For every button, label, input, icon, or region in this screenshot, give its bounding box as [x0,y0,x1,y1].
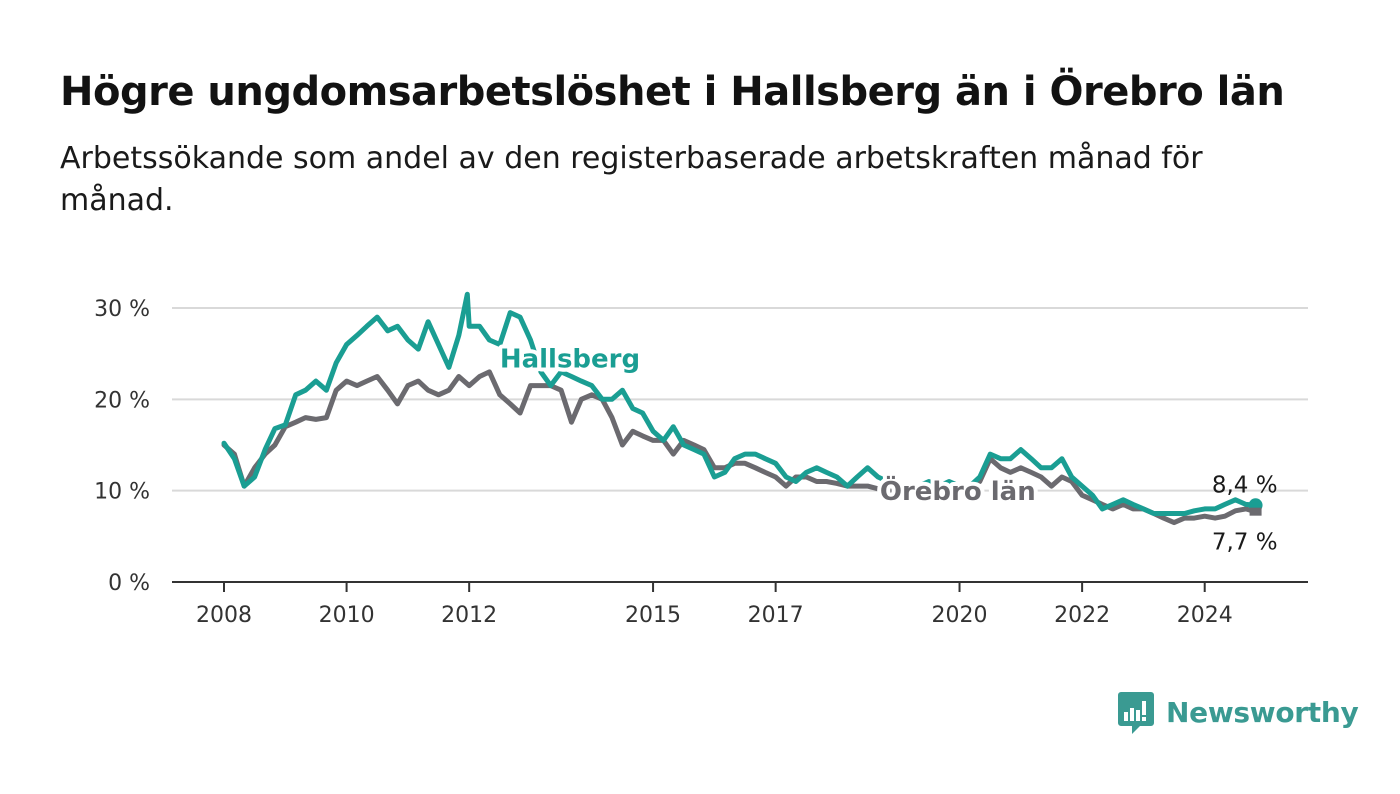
newsworthy-icon [1118,692,1154,734]
series-line-hallsberg [221,291,1259,516]
end-marker-orebro-lan [1249,507,1262,516]
x-tick-label: 2008 [196,603,252,628]
series-label-orebro-lan: Örebro län [880,474,1036,507]
x-tick-label: 2015 [625,603,681,628]
x-tick-label: 2020 [932,603,988,628]
x-tick-label: 2022 [1054,603,1110,628]
series-label-halo: Örebro län [880,474,1036,507]
end-value-label-orebro-lan: 7,7 % [1212,530,1278,556]
series-label-halo: Hallsberg [500,344,640,374]
y-tick-label: 10 % [94,480,150,505]
grid-layer [172,307,1308,492]
y-tick-label: 30 % [94,297,150,322]
y-tick-label: 20 % [94,388,150,413]
x-tick-label: 2010 [319,603,375,628]
newsworthy-logo: Newsworthy [1118,690,1359,734]
series-line-orebro-lan [221,369,1259,526]
x-tick-label: 2024 [1177,603,1233,628]
axis-layer: 0 % 10 % 20 % 30 % 2008 2010 2012 2015 2017 2020 2… [94,297,1308,628]
series-layer [221,291,1263,526]
x-tick-label: 2017 [748,603,804,628]
y-tick-label: 0 % [108,571,150,596]
chart-subtitle: Arbetssökande som andel av den registerb… [60,141,1203,218]
x-tick-label: 2012 [441,603,497,628]
series-label-hallsberg: Hallsberg [500,344,640,374]
brand-name: Newsworthy [1166,695,1359,729]
end-value-label-hallsberg: 8,4 % [1212,472,1278,498]
chart-title: Högre ungdomsarbetslöshet i Hallsberg än… [60,69,1285,115]
